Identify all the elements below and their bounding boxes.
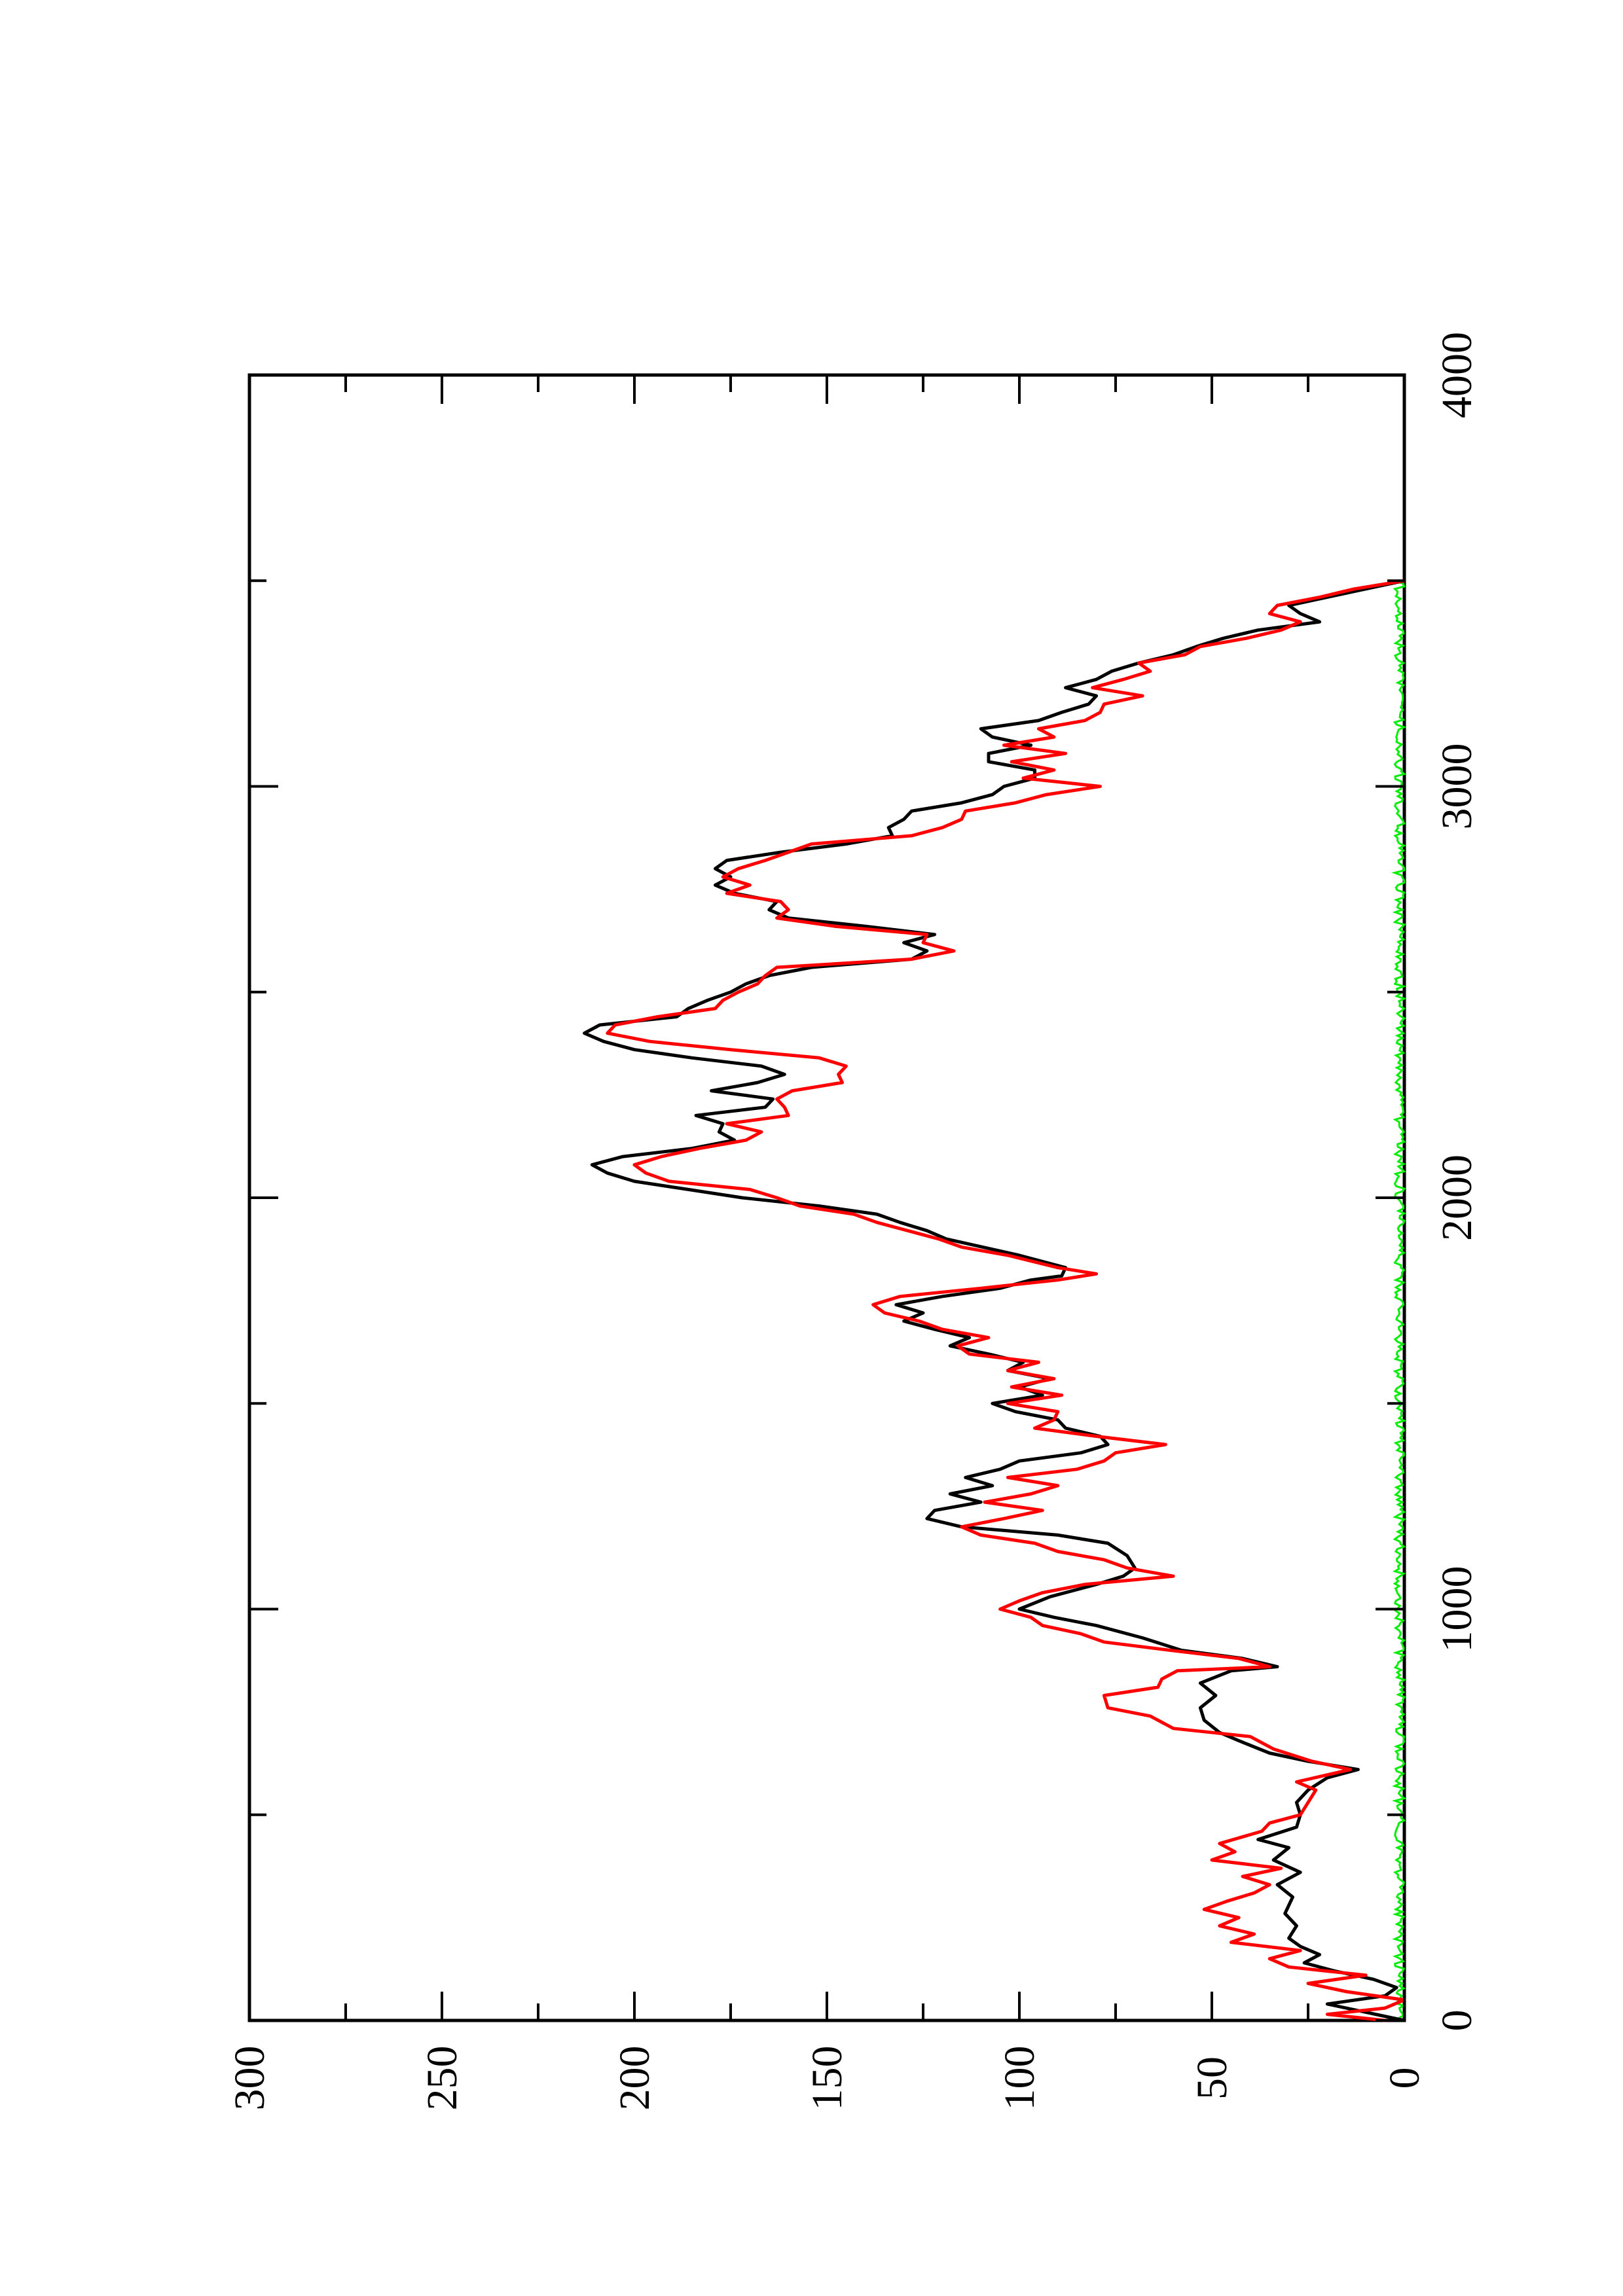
y-tick-label: 0	[1381, 2068, 1429, 2089]
x-tick-label: 0	[1433, 2010, 1481, 2032]
plot-area	[247, 373, 1407, 2022]
y-tick-label: 100	[996, 2046, 1044, 2111]
y-tick-label: 150	[803, 2046, 851, 2111]
series-line-1	[583, 579, 1405, 2022]
plot-frame	[247, 373, 1406, 2022]
y-tick-label: 200	[611, 2046, 659, 2111]
y-tick-label: 300	[226, 2046, 274, 2111]
series-line-2	[606, 579, 1406, 2022]
y-tick-label: 250	[418, 2046, 466, 2111]
series-line-3	[1391, 581, 1407, 2021]
x-tick-label: 3000	[1433, 744, 1481, 830]
y-tick-labels: 0 50 100 150 200 250 300	[226, 2046, 1429, 2111]
x-tick-label: 1000	[1433, 1566, 1481, 1653]
ticks-layer	[248, 374, 1406, 2022]
x-tick-label: 4000	[1433, 332, 1481, 418]
x-tick-label: 2000	[1433, 1155, 1481, 1241]
series-layer	[583, 579, 1407, 2022]
y-tick-label: 50	[1188, 2056, 1236, 2100]
x-tick-labels: 0 1000 2000 3000 4000	[1433, 332, 1481, 2032]
